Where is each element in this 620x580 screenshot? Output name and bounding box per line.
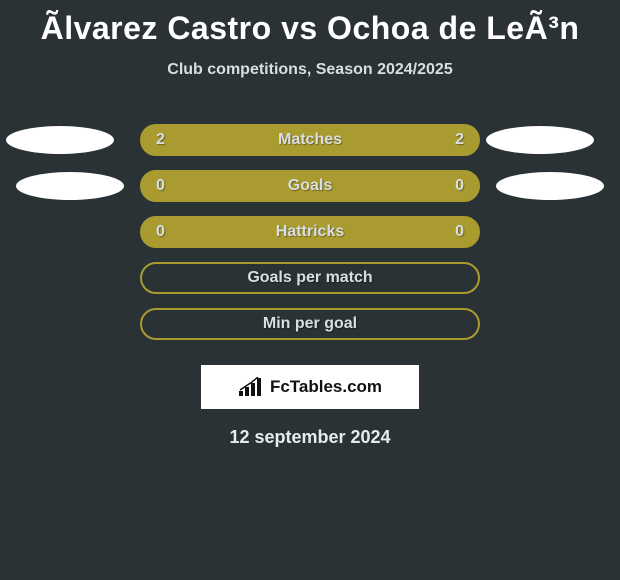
stat-label: Hattricks	[276, 223, 344, 241]
stat-row: Goals per match	[0, 255, 620, 301]
brand-text: FcTables.com	[270, 377, 382, 397]
stat-value-left: 0	[156, 223, 165, 241]
stat-label: Matches	[278, 131, 342, 149]
page-title: Ãlvarez Castro vs Ochoa de LeÃ³n	[0, 0, 620, 47]
stat-row: Hattricks 0 0	[0, 209, 620, 255]
brand-box: FcTables.com	[201, 365, 419, 409]
stat-value-left: 2	[156, 131, 165, 149]
player-marker-left	[6, 126, 114, 154]
stat-label: Goals per match	[247, 269, 372, 287]
stat-bar: Goals per match	[140, 262, 480, 294]
stat-label: Goals	[288, 177, 332, 195]
stat-bar: Goals 0 0	[140, 170, 480, 202]
player-marker-left	[16, 172, 124, 200]
date-text: 12 september 2024	[0, 427, 620, 448]
stat-row: Min per goal	[0, 301, 620, 347]
stat-bar: Hattricks 0 0	[140, 216, 480, 248]
chart-icon	[238, 377, 264, 397]
stat-bar: Matches 2 2	[140, 124, 480, 156]
stat-value-right: 0	[455, 177, 464, 195]
stat-label: Min per goal	[263, 315, 357, 333]
stat-value-left: 0	[156, 177, 165, 195]
player-marker-right	[486, 126, 594, 154]
player-marker-right	[496, 172, 604, 200]
stat-row: Goals 0 0	[0, 163, 620, 209]
stat-value-right: 2	[455, 131, 464, 149]
page-subtitle: Club competitions, Season 2024/2025	[0, 61, 620, 79]
stat-row: Matches 2 2	[0, 117, 620, 163]
stat-value-right: 0	[455, 223, 464, 241]
comparison-rows: Matches 2 2 Goals 0 0 Hattricks 0 0 Goals per mat…	[0, 117, 620, 347]
stat-bar: Min per goal	[140, 308, 480, 340]
